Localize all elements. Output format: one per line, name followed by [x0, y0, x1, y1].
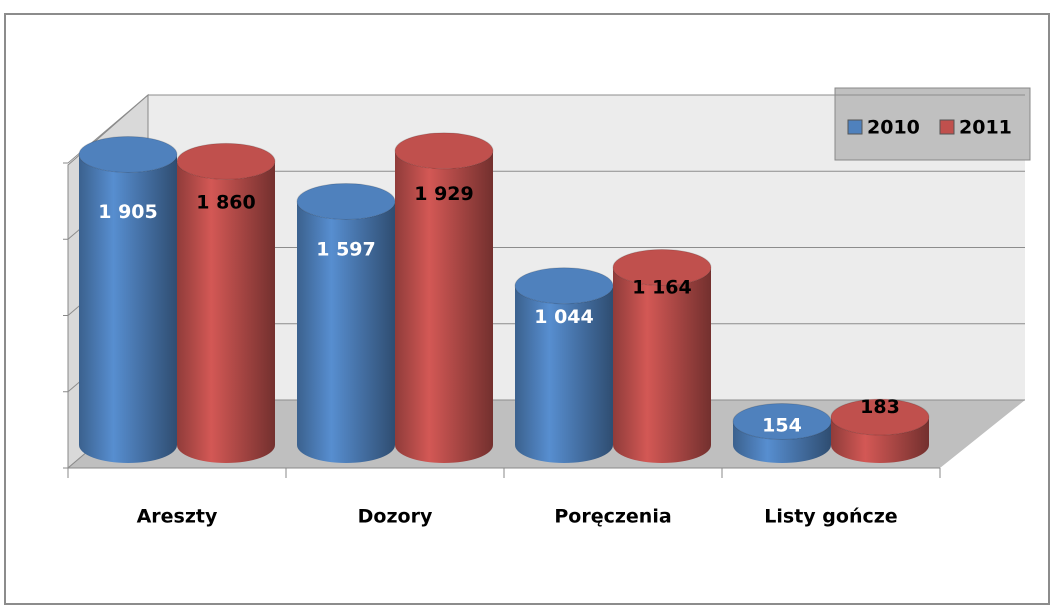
- value-label: 154: [762, 415, 802, 437]
- bar: [297, 201, 395, 463]
- legend-swatch: [939, 119, 955, 135]
- legend-swatch: [847, 119, 863, 135]
- value-label: 1 597: [316, 239, 376, 261]
- legend-box: [834, 87, 1031, 161]
- x-ticks: [67, 468, 941, 478]
- bar: [733, 421, 831, 463]
- bar-top: [176, 142, 276, 180]
- value-label: 183: [860, 396, 900, 418]
- bar: [177, 161, 275, 463]
- bar: [831, 417, 929, 463]
- legend-label: 2010: [867, 117, 920, 139]
- bar: [613, 267, 711, 463]
- value-label: 1 044: [534, 306, 594, 328]
- value-label: 1 164: [632, 276, 692, 298]
- bar: [515, 285, 613, 463]
- bar-top: [514, 267, 614, 305]
- x-tick-label: Poręczenia: [554, 506, 671, 528]
- bar: [395, 150, 493, 463]
- bar: [79, 154, 177, 464]
- legend-label: 2011: [959, 117, 1012, 139]
- value-label: 1 860: [196, 192, 256, 214]
- value-label: 1 905: [98, 201, 158, 223]
- bar-top: [296, 182, 396, 220]
- bar-top: [612, 248, 712, 286]
- bar-top: [78, 135, 178, 173]
- x-tick-label: Listy gończe: [764, 506, 897, 528]
- x-tick-label: Areszty: [137, 506, 218, 528]
- bar-top: [830, 398, 930, 436]
- value-label: 1 929: [414, 183, 474, 205]
- x-tick-label: Dozory: [358, 506, 433, 528]
- bar-top: [394, 132, 494, 170]
